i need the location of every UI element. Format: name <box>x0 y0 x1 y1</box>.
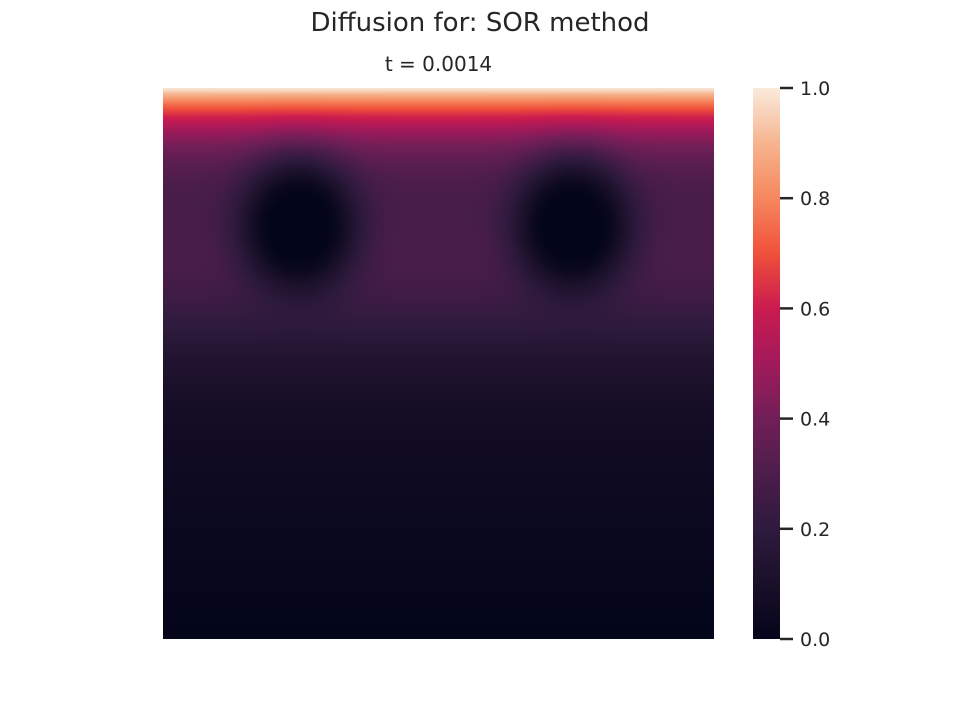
colorbar-tick-label: 0.6 <box>800 298 830 320</box>
chart-title: Diffusion for: SOR method <box>310 8 650 38</box>
colorbar-tick-label: 0.2 <box>800 519 830 541</box>
colorbar-tick-label: 0.8 <box>800 188 830 210</box>
heatmap-plot <box>163 88 714 639</box>
colorbar-tick-label: 0.0 <box>800 629 830 651</box>
colorbar-ticks: 0.0 0.2 0.4 0.6 0.8 1.0 <box>780 78 830 651</box>
chart-subtitle: t = 0.0014 <box>384 52 493 76</box>
colorbar <box>753 88 780 639</box>
colorbar-tick-label: 1.0 <box>800 78 830 100</box>
colorbar-tick-label: 0.4 <box>800 409 830 431</box>
